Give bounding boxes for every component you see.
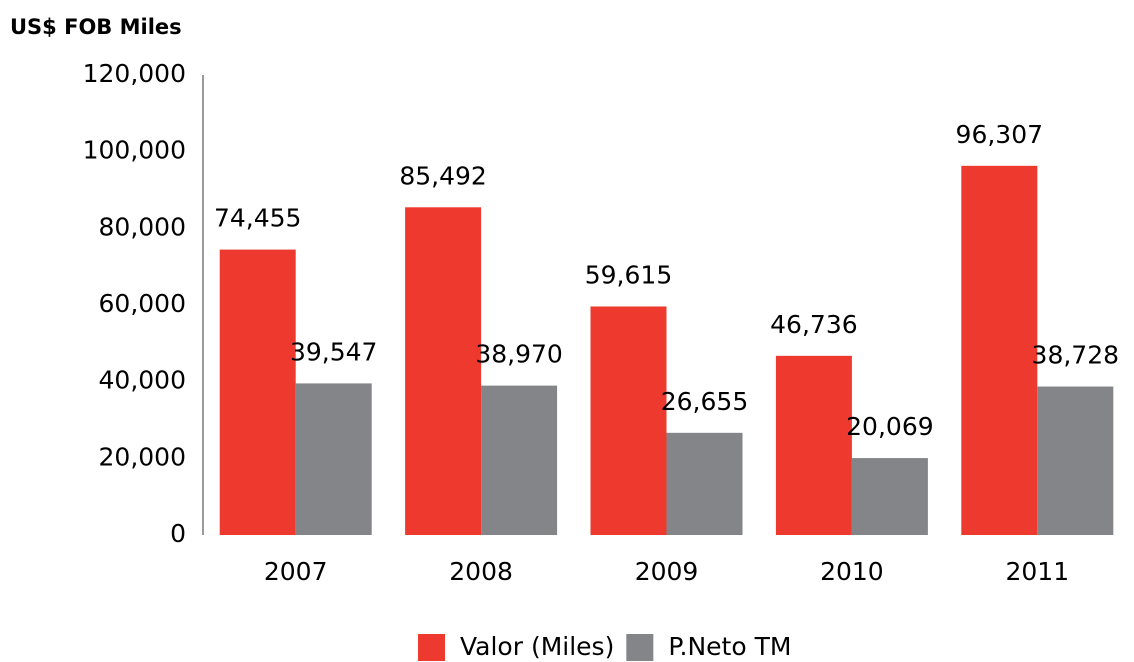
chart-title: US$ FOB Miles [10, 15, 182, 39]
bar [851, 458, 928, 535]
data-label: 96,307 [956, 120, 1043, 149]
bar [666, 432, 743, 535]
x-tick-label: 2009 [635, 557, 699, 586]
y-tick-label: 120,000 [83, 59, 186, 88]
legend-swatch [418, 634, 445, 661]
y-tick-label: 100,000 [83, 136, 186, 165]
data-label: 38,728 [1032, 341, 1119, 370]
y-tick-label: 0 [170, 519, 186, 548]
bar [1037, 386, 1114, 535]
x-tick-label: 2010 [820, 557, 884, 586]
data-label: 46,736 [770, 310, 857, 339]
data-label: 74,455 [214, 204, 301, 233]
bar [590, 306, 667, 535]
bar [405, 207, 482, 535]
data-label: 39,547 [290, 337, 377, 366]
x-tick-label: 2008 [449, 557, 513, 586]
data-label: 85,492 [399, 161, 486, 190]
legend-label: P.Neto TM [668, 632, 791, 661]
data-label: 59,615 [585, 260, 672, 289]
legend-swatch [626, 634, 654, 661]
x-tick-label: 2011 [1005, 557, 1069, 586]
data-label: 20,069 [846, 412, 933, 441]
y-tick-label: 40,000 [99, 366, 186, 395]
y-tick-label: 20,000 [99, 442, 186, 471]
bar [219, 249, 296, 535]
data-label: 38,970 [475, 340, 562, 369]
bar [481, 385, 558, 535]
y-tick-label: 60,000 [99, 289, 186, 318]
bar [961, 165, 1038, 535]
bar [295, 383, 372, 535]
y-tick-label: 80,000 [99, 212, 186, 241]
legend-label: Valor (Miles) [460, 632, 614, 661]
x-tick-label: 2007 [264, 557, 328, 586]
bar [775, 355, 852, 535]
data-label: 26,655 [661, 387, 748, 416]
